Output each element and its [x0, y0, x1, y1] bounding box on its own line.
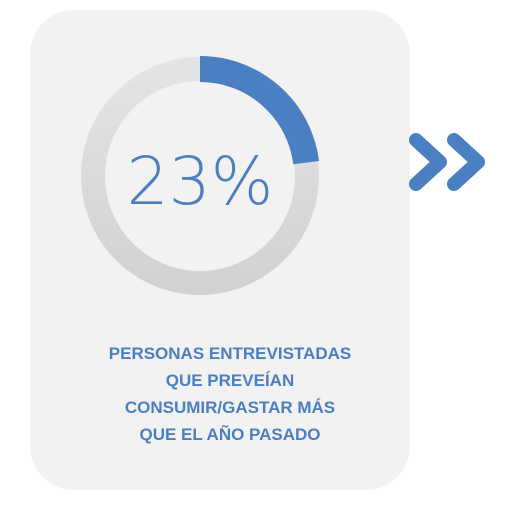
value-label: 23% — [127, 143, 274, 220]
caption: PERSONAS ENTREVISTADAS QUE PREVEÍAN CONS… — [108, 344, 352, 444]
chevron — [447, 133, 485, 191]
donut-segment — [199, 56, 320, 165]
card — [30, 10, 410, 490]
chevron — [409, 133, 447, 191]
